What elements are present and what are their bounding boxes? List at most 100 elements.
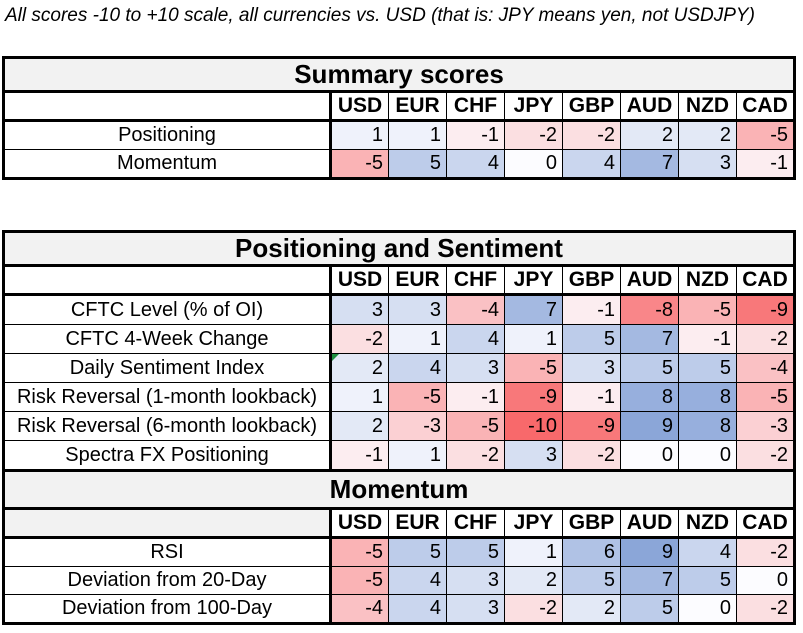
- table-row: CFTC 4-Week Change -2 1 4 1 5 7 -1 -2: [3, 324, 795, 354]
- column-header-chf: CHF: [446, 91, 505, 122]
- row-label: Momentum: [3, 149, 331, 179]
- score-cell: 2: [620, 120, 679, 150]
- header-corner-cell: [3, 265, 331, 296]
- score-cell: -5: [678, 294, 737, 325]
- score-cell: 3: [678, 149, 737, 179]
- column-header-eur: EUR: [388, 91, 447, 122]
- score-cell: -1: [446, 120, 505, 150]
- score-cell: 2: [562, 594, 621, 624]
- column-header-chf: CHF: [446, 508, 505, 539]
- column-header-usd: USD: [329, 508, 389, 539]
- row-label: CFTC 4-Week Change: [3, 324, 331, 354]
- score-cell: 1: [329, 120, 389, 150]
- table-row: Daily Sentiment Index 2 4 3 -5 3 5 5 -4: [3, 353, 795, 383]
- score-tables: Summary scores USD EUR CHF JPY GBP AUD NZD CAD Po…: [0, 56, 803, 625]
- column-header-nzd: NZD: [678, 91, 737, 122]
- score-cell: -1: [562, 294, 621, 325]
- score-cell: 7: [504, 294, 563, 325]
- row-label: Positioning: [3, 120, 331, 150]
- score-cell: 5: [446, 537, 505, 567]
- column-header-nzd: NZD: [678, 508, 737, 539]
- table-row: Risk Reversal (6-month lookback) 2 -3 -5 -10…: [3, 411, 795, 441]
- column-header-gbp: GBP: [562, 508, 621, 539]
- column-header-jpy: JPY: [504, 265, 563, 296]
- score-cell: -9: [736, 294, 795, 325]
- table-row: Deviation from 20-Day -5 4 3 2 5 7 5 0: [3, 566, 795, 595]
- score-cell: 5: [562, 566, 621, 595]
- score-cell: 6: [562, 537, 621, 567]
- score-cell: -2: [736, 440, 795, 471]
- score-cell: 4: [388, 566, 447, 595]
- score-cell: 7: [620, 566, 679, 595]
- section-title: Positioning and Sentiment: [3, 231, 795, 267]
- column-header-aud: AUD: [620, 91, 679, 122]
- score-cell: -2: [562, 440, 621, 471]
- score-cell: 1: [388, 324, 447, 354]
- score-cell: 3: [446, 594, 505, 624]
- row-label: Spectra FX Positioning: [3, 440, 331, 471]
- score-cell: 5: [388, 537, 447, 567]
- column-header-jpy: JPY: [504, 508, 563, 539]
- score-cell: 0: [678, 440, 737, 471]
- column-header-cad: CAD: [736, 508, 795, 539]
- score-cell: 1: [388, 120, 447, 150]
- score-cell: 3: [329, 294, 389, 325]
- score-cell: -9: [504, 382, 563, 412]
- table-row: Momentum -5 5 4 0 4 7 3 -1: [3, 149, 795, 179]
- row-label: Daily Sentiment Index: [3, 353, 331, 383]
- score-table-block: Summary scores USD EUR CHF JPY GBP AUD NZD CAD Po…: [2, 56, 796, 180]
- score-cell: 4: [388, 353, 447, 383]
- score-cell: -2: [504, 120, 563, 150]
- score-cell: 5: [562, 324, 621, 354]
- score-cell: -9: [562, 411, 621, 441]
- score-cell: 5: [678, 353, 737, 383]
- score-cell: -8: [620, 294, 679, 325]
- score-cell: 5: [388, 149, 447, 179]
- table-row: Deviation from 100-Day -4 4 3 -2 2 5 0 -2: [3, 594, 795, 624]
- score-cell: 5: [678, 566, 737, 595]
- score-cell: -4: [329, 594, 389, 624]
- score-cell: -4: [736, 353, 795, 383]
- score-cell: 2: [329, 353, 389, 383]
- score-cell: 7: [620, 149, 679, 179]
- score-cell: -2: [329, 324, 389, 354]
- column-header-aud: AUD: [620, 508, 679, 539]
- score-cell: 9: [620, 537, 679, 567]
- header-corner-cell: [3, 508, 331, 539]
- score-cell: 8: [678, 382, 737, 412]
- error-indicator-icon: [333, 354, 339, 361]
- score-cell: -2: [562, 120, 621, 150]
- score-cell: 0: [620, 440, 679, 471]
- score-cell: 3: [504, 440, 563, 471]
- table-row: Positioning 1 1 -1 -2 -2 2 2 -5: [3, 120, 795, 150]
- score-cell: -2: [736, 537, 795, 567]
- score-cell: 0: [736, 566, 795, 595]
- column-header-cad: CAD: [736, 91, 795, 122]
- score-cell: -5: [736, 382, 795, 412]
- column-header-usd: USD: [329, 91, 389, 122]
- score-cell: -5: [329, 149, 389, 179]
- score-cell: -5: [446, 411, 505, 441]
- score-cell: 2: [504, 566, 563, 595]
- table-row: CFTC Level (% of OI) 3 3 -4 7 -1 -8 -5 -9: [3, 294, 795, 325]
- score-cell: -2: [504, 594, 563, 624]
- score-cell: 3: [446, 566, 505, 595]
- row-label: Deviation from 100-Day: [3, 594, 331, 624]
- score-cell: 8: [620, 382, 679, 412]
- score-cell: 7: [620, 324, 679, 354]
- score-cell: 1: [388, 440, 447, 471]
- score-cell: 4: [446, 149, 505, 179]
- score-cell: 4: [562, 149, 621, 179]
- score-cell: 0: [504, 149, 563, 179]
- score-cell: -2: [736, 324, 795, 354]
- row-label: Risk Reversal (1-month lookback): [3, 382, 331, 412]
- column-header-gbp: GBP: [562, 265, 621, 296]
- column-header-eur: EUR: [388, 265, 447, 296]
- score-cell: -1: [329, 440, 389, 471]
- score-cell: 5: [620, 353, 679, 383]
- score-cell: 2: [329, 411, 389, 441]
- score-cell: 4: [678, 537, 737, 567]
- score-cell: -1: [446, 382, 505, 412]
- row-label: CFTC Level (% of OI): [3, 294, 331, 325]
- column-header-chf: CHF: [446, 265, 505, 296]
